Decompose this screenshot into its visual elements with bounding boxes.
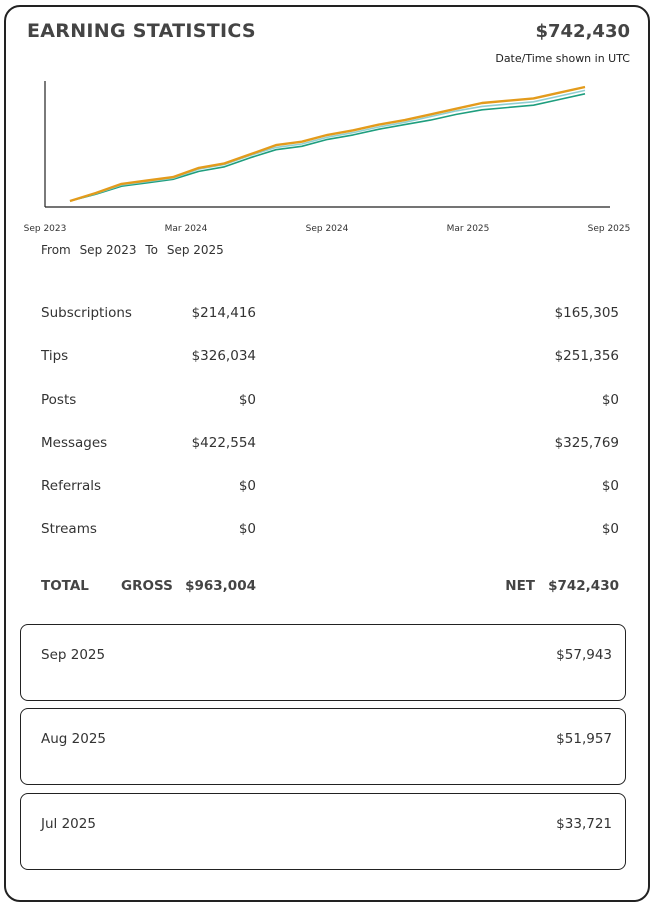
series-line-2 bbox=[69, 93, 586, 202]
gross-value: $422,554 bbox=[191, 435, 256, 451]
category-label: Referrals bbox=[41, 478, 102, 494]
net-value: $0 bbox=[601, 392, 619, 408]
total-earnings-amount: $742,430 bbox=[535, 21, 630, 42]
month-amount: $33,721 bbox=[556, 816, 612, 832]
to-label: To bbox=[145, 243, 159, 257]
date-range: From Sep 2023 To Sep 2025 bbox=[41, 243, 229, 257]
gross-total-value: $963,004 bbox=[185, 578, 256, 594]
x-tick-label: Sep 2024 bbox=[306, 224, 349, 234]
gross-value: $0 bbox=[238, 478, 256, 494]
net-label: NET bbox=[505, 578, 535, 594]
timezone-note: Date/Time shown in UTC bbox=[495, 52, 630, 65]
x-tick-label: Sep 2025 bbox=[588, 224, 631, 234]
x-tick-label: Sep 2023 bbox=[24, 224, 67, 234]
gross-value: $214,416 bbox=[191, 305, 256, 321]
month-card-sep-2025[interactable]: Sep 2025 $57,943 bbox=[20, 624, 626, 701]
net-value: $251,356 bbox=[554, 348, 619, 364]
month-amount: $51,957 bbox=[556, 731, 612, 747]
gross-value: $326,034 bbox=[191, 348, 256, 364]
net-value: $0 bbox=[601, 521, 619, 537]
page-title: EARNING STATISTICS bbox=[27, 20, 256, 42]
x-tick-label: Mar 2024 bbox=[165, 224, 208, 234]
month-label: Jul 2025 bbox=[41, 816, 96, 832]
month-label: Aug 2025 bbox=[41, 731, 107, 747]
category-label: Subscriptions bbox=[41, 305, 132, 321]
gross-value: $0 bbox=[238, 392, 256, 408]
to-date[interactable]: Sep 2025 bbox=[166, 243, 224, 257]
series-line-0 bbox=[69, 85, 586, 203]
from-label: From bbox=[41, 243, 71, 257]
category-label: Messages bbox=[41, 435, 108, 451]
net-value: $165,305 bbox=[554, 305, 619, 321]
net-value: $0 bbox=[601, 478, 619, 494]
category-label: Posts bbox=[41, 392, 77, 408]
month-card-aug-2025[interactable]: Aug 2025 $51,957 bbox=[20, 708, 626, 785]
category-label: Tips bbox=[41, 348, 69, 364]
month-label: Sep 2025 bbox=[41, 647, 106, 663]
total-label: TOTAL bbox=[41, 578, 89, 594]
x-tick-label: Mar 2025 bbox=[447, 224, 490, 234]
earnings-line-chart: Sep 2023 Mar 2024 Sep 2024 Mar 2025 Sep 2025 bbox=[24, 81, 631, 234]
month-card-jul-2025[interactable]: Jul 2025 $33,721 bbox=[20, 793, 626, 870]
net-total-value: $742,430 bbox=[548, 578, 619, 594]
from-date[interactable]: Sep 2023 bbox=[79, 243, 137, 257]
gross-value: $0 bbox=[238, 521, 256, 537]
category-label: Streams bbox=[41, 521, 97, 537]
gross-label: GROSS bbox=[121, 578, 173, 594]
net-value: $325,769 bbox=[554, 435, 619, 451]
month-amount: $57,943 bbox=[556, 647, 612, 663]
